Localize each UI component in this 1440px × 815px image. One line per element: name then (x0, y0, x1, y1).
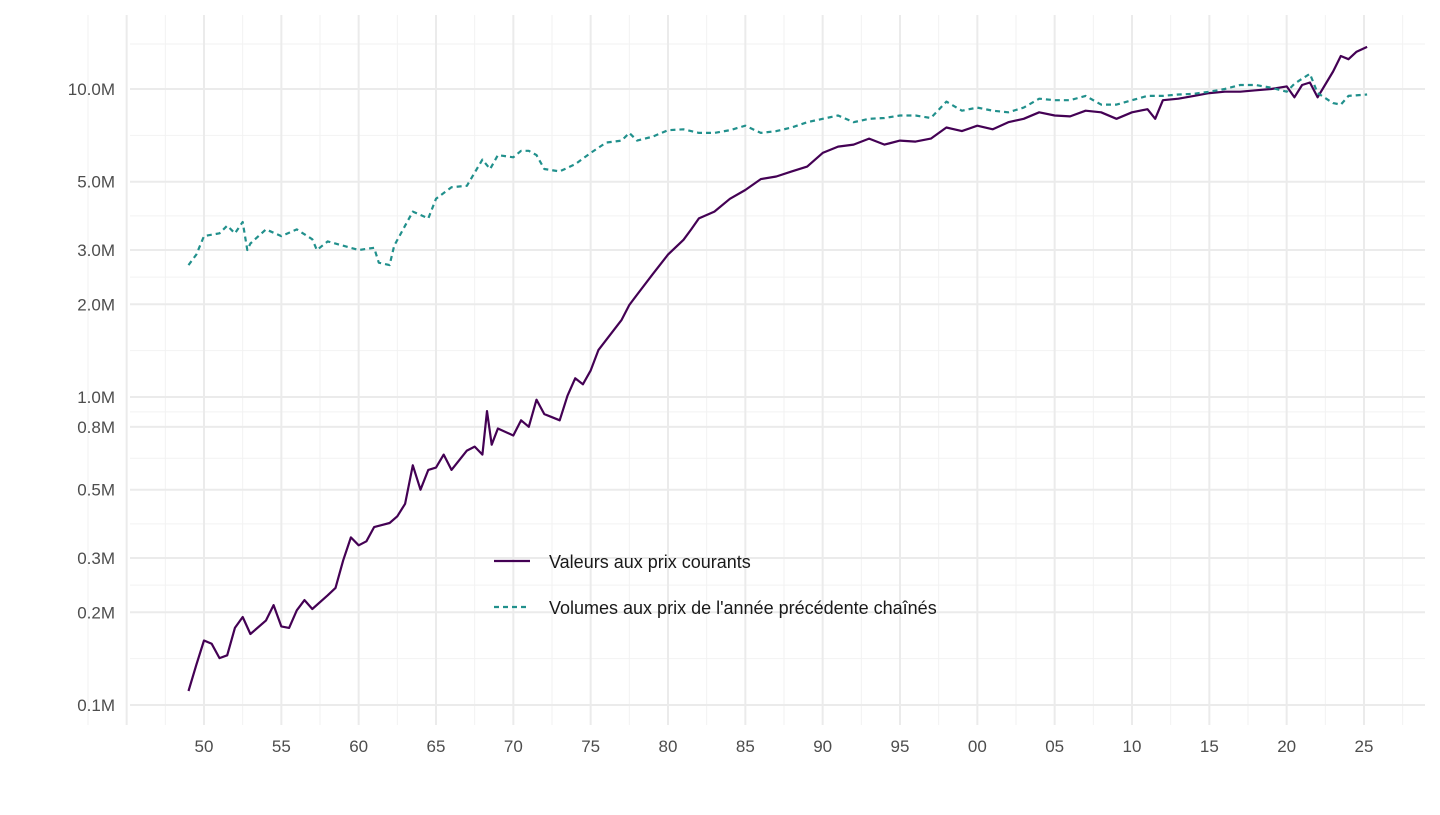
x-tick-label: 25 (1355, 737, 1374, 756)
x-tick-label: 60 (349, 737, 368, 756)
y-tick-label: 0.5M (77, 481, 115, 500)
x-tick-label: 50 (195, 737, 214, 756)
y-tick-label: 1.0M (77, 388, 115, 407)
y-tick-label: 0.2M (77, 603, 115, 622)
x-axis: 50 55 60 65 70 75 80 85 90 95 00 05 10 15 20 25 (195, 737, 1374, 756)
y-tick-label: 10.0M (68, 80, 115, 99)
y-tick-label: 0.1M (77, 696, 115, 715)
x-tick-label: 20 (1277, 737, 1296, 756)
x-tick-label: 05 (1045, 737, 1064, 756)
series-lines (187, 45, 1368, 692)
legend-label-valeurs: Valeurs aux prix courants (549, 552, 751, 572)
x-tick-label: 85 (736, 737, 755, 756)
x-tick-label: 55 (272, 737, 291, 756)
x-tick-label: 65 (427, 737, 446, 756)
legend-label-volumes: Volumes aux prix de l'année précédente c… (549, 598, 937, 618)
y-axis: 0.1M 0.2M 0.3M 0.5M 0.8M 1.0M 2.0M 3.0M 5.0M 10.0… (68, 80, 115, 715)
x-tick-label: 15 (1200, 737, 1219, 756)
y-tick-label: 3.0M (77, 241, 115, 260)
y-tick-label: 2.0M (77, 295, 115, 314)
x-tick-label: 00 (968, 737, 987, 756)
x-tick-label: 90 (813, 737, 832, 756)
x-tick-label: 70 (504, 737, 523, 756)
x-tick-label: 80 (659, 737, 678, 756)
x-tick-label: 75 (581, 737, 600, 756)
grid (87, 15, 1425, 725)
series-line-volumes (187, 72, 1368, 267)
y-tick-label: 5.0M (77, 173, 115, 192)
x-tick-label: 95 (891, 737, 910, 756)
y-tick-label: 0.3M (77, 549, 115, 568)
x-tick-label: 10 (1123, 737, 1142, 756)
series-line-valeurs (187, 45, 1368, 692)
y-tick-label: 0.8M (77, 418, 115, 437)
legend: Valeurs aux prix courants Volumes aux pr… (494, 552, 937, 618)
